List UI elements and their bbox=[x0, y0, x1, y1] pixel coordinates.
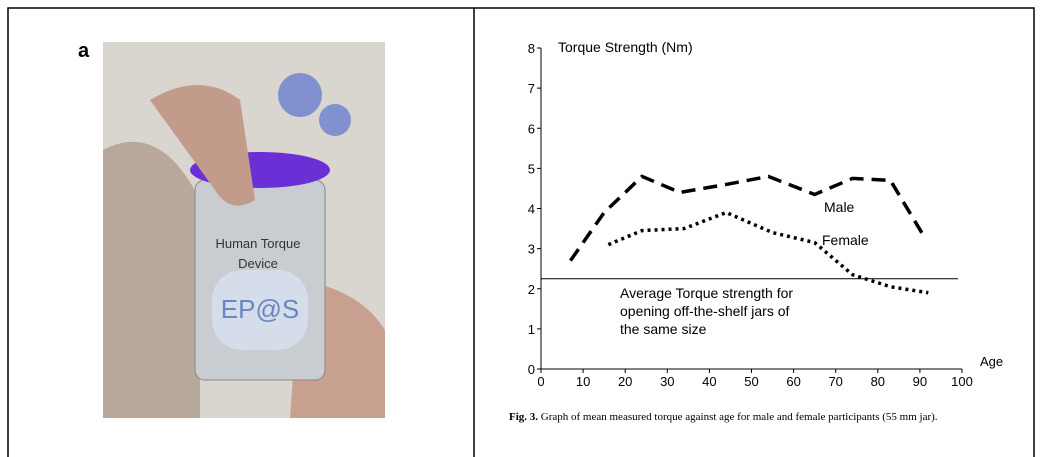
x-tick-label: 70 bbox=[828, 374, 842, 389]
flower bbox=[278, 73, 322, 117]
jar-text: Human Torque bbox=[215, 236, 300, 251]
x-axis-label: Age bbox=[980, 354, 1003, 369]
x-tick-label: 100 bbox=[951, 374, 973, 389]
y-tick-label: 2 bbox=[528, 282, 535, 297]
series-label: Male bbox=[824, 199, 855, 215]
y-tick-label: 1 bbox=[528, 322, 535, 337]
series-label: Female bbox=[822, 232, 869, 248]
jar-text: Device bbox=[238, 256, 278, 271]
x-tick-label: 60 bbox=[786, 374, 800, 389]
arm bbox=[103, 142, 200, 418]
figure: a Human Torque Device EP@S Torque Streng… bbox=[0, 0, 1040, 457]
reference-label: Average Torque strength for bbox=[620, 285, 793, 301]
reference-label: opening off-the-shelf jars of bbox=[620, 303, 790, 319]
caption-label: Fig. 3. bbox=[509, 411, 538, 423]
x-tick-label: 80 bbox=[871, 374, 885, 389]
x-tick-label: 30 bbox=[660, 374, 674, 389]
panel-label: a bbox=[78, 40, 90, 62]
x-tick-label: 20 bbox=[618, 374, 632, 389]
x-tick-label: 90 bbox=[913, 374, 927, 389]
x-tick-label: 10 bbox=[576, 374, 590, 389]
caption-text: Graph of mean measured torque against ag… bbox=[541, 411, 938, 423]
logo: EP@S bbox=[221, 294, 299, 324]
series-line bbox=[570, 176, 924, 260]
x-tick-label: 50 bbox=[744, 374, 758, 389]
x-tick-label: 0 bbox=[537, 374, 544, 389]
y-tick-label: 0 bbox=[528, 362, 535, 377]
flower bbox=[319, 104, 351, 136]
y-tick-label: 3 bbox=[528, 242, 535, 257]
y-axis-label: Torque Strength (Nm) bbox=[558, 39, 693, 55]
caption: Fig. 3. Graph of mean measured torque ag… bbox=[509, 411, 938, 423]
y-tick-label: 6 bbox=[528, 121, 535, 136]
y-tick-label: 7 bbox=[528, 81, 535, 96]
x-tick-label: 40 bbox=[702, 374, 716, 389]
y-tick-label: 4 bbox=[528, 202, 535, 217]
y-tick-label: 5 bbox=[528, 161, 535, 176]
series-line bbox=[608, 213, 928, 293]
reference-label: the same size bbox=[620, 321, 707, 337]
chart: Torque Strength (Nm) Age Male Female Ave… bbox=[509, 39, 1003, 423]
photo: a Human Torque Device EP@S bbox=[78, 40, 385, 418]
y-tick-label: 8 bbox=[528, 41, 535, 56]
